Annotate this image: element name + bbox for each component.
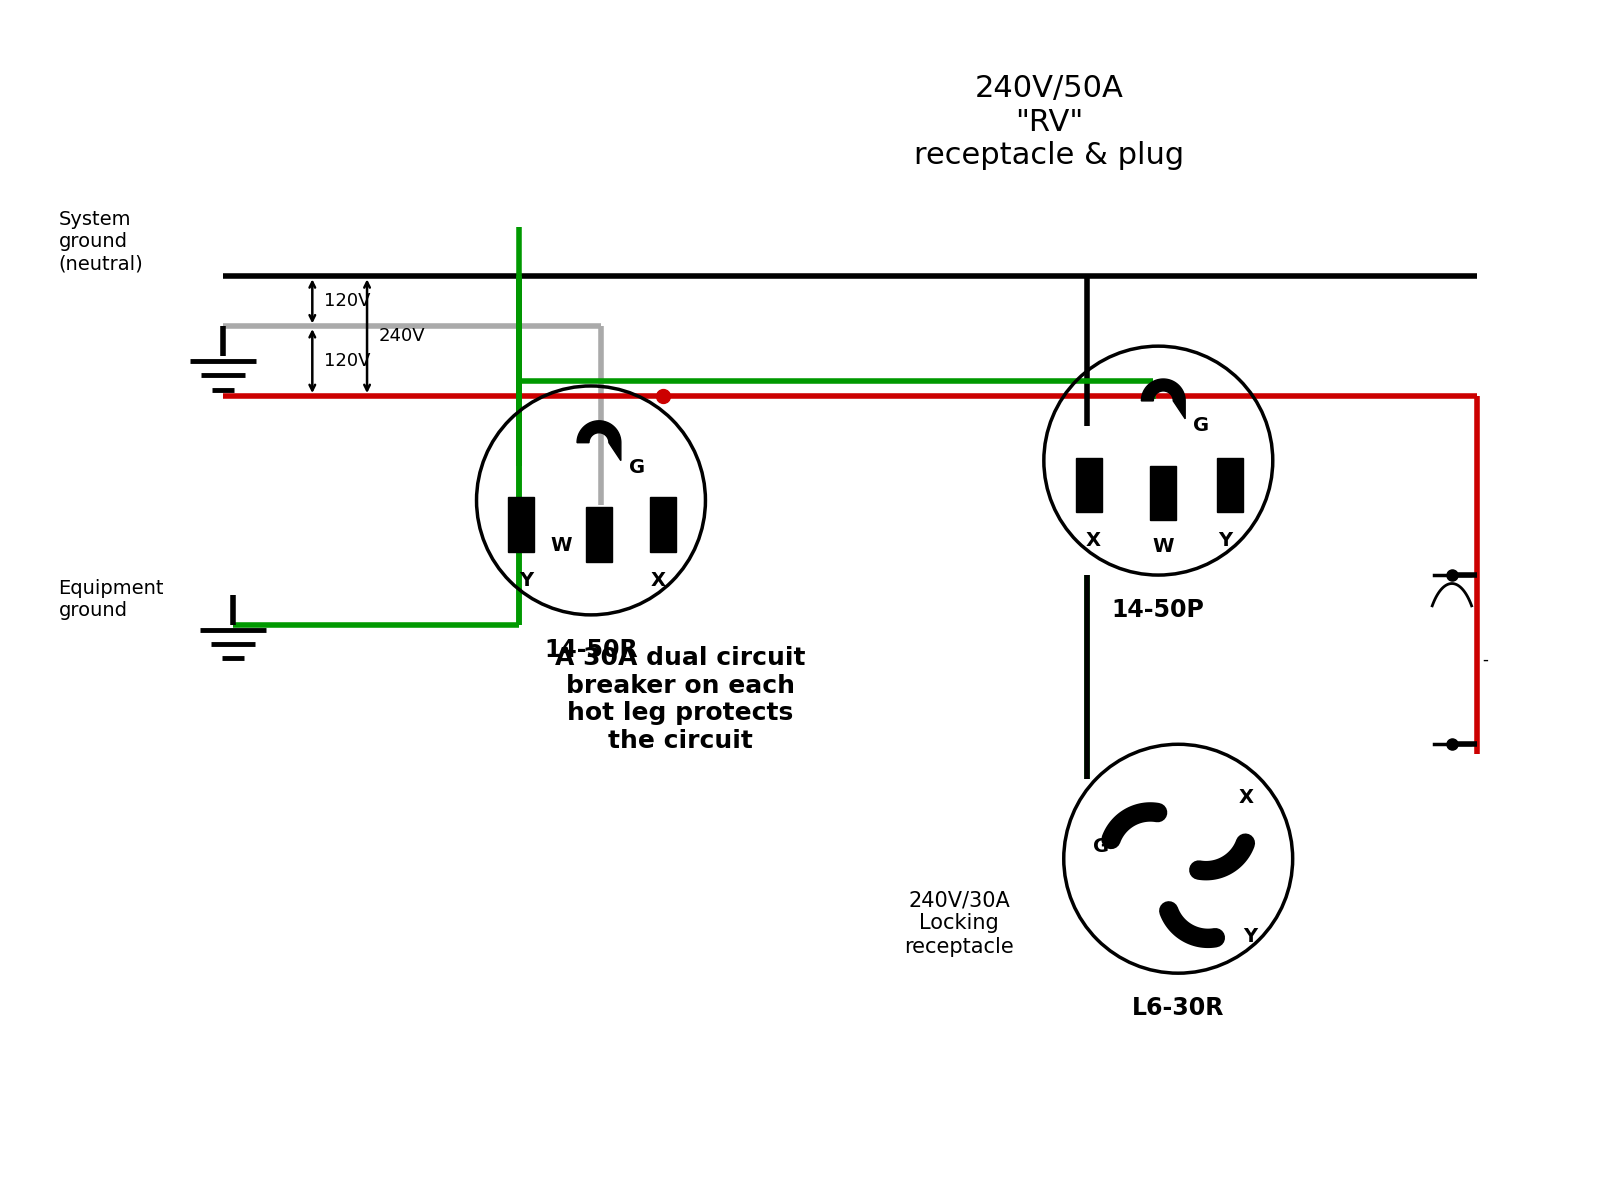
Text: 240V: 240V [379, 327, 426, 346]
Text: X: X [1086, 531, 1101, 550]
Bar [509, 498, 534, 552]
Bar [586, 507, 611, 562]
Bar [1150, 466, 1176, 520]
Polygon shape [578, 421, 621, 460]
Text: 240V/30A
Locking
receptacle: 240V/30A Locking receptacle [904, 890, 1014, 957]
Text: 14-50P: 14-50P [1112, 598, 1205, 622]
Polygon shape [1141, 379, 1186, 419]
Text: W: W [1152, 537, 1174, 556]
Text: 240V/50A
"RV"
receptacle & plug: 240V/50A "RV" receptacle & plug [914, 74, 1184, 170]
Bar [1218, 458, 1243, 512]
Bar [1075, 458, 1101, 512]
Text: G: G [1194, 417, 1210, 435]
Text: A 30A dual circuit
breaker on each
hot leg protects
the circuit: A 30A dual circuit breaker on each hot l… [555, 645, 806, 753]
Text: System
ground
(neutral): System ground (neutral) [59, 210, 144, 273]
Text: X: X [650, 571, 666, 590]
Text: Y: Y [520, 571, 533, 590]
Text: G: G [629, 458, 645, 477]
Text: Y: Y [1243, 926, 1258, 946]
Text: G: G [1093, 838, 1109, 857]
Text: Y: Y [1218, 531, 1232, 550]
Text: X: X [1238, 787, 1253, 806]
Text: Equipment
ground: Equipment ground [59, 579, 165, 621]
Text: 120V: 120V [325, 293, 371, 310]
Text: -: - [1482, 650, 1488, 669]
Bar [650, 498, 675, 552]
Text: 120V: 120V [325, 352, 371, 371]
Text: L6-30R: L6-30R [1133, 996, 1224, 1020]
Text: 14-50R: 14-50R [544, 637, 638, 662]
Text: W: W [550, 536, 571, 555]
